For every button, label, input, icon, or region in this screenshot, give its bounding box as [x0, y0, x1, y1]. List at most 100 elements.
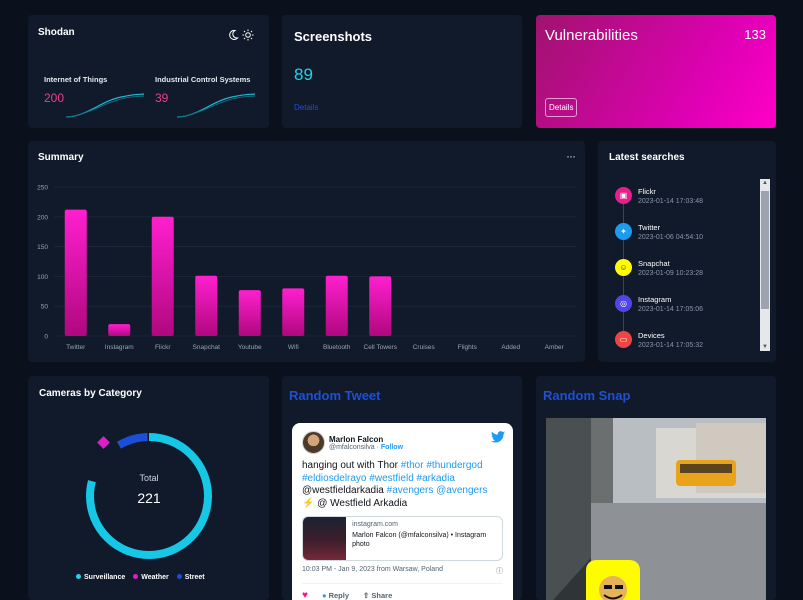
random-snap-card: Random Snap [536, 376, 776, 600]
reply-icon: ● [321, 591, 327, 600]
cameras-card: Cameras by Category Total 221 Surveillan… [28, 376, 269, 600]
instagram-icon: ◎ [615, 295, 632, 312]
metric-ics: Industrial Control Systems 39 [155, 75, 260, 118]
bar-snapchat[interactable] [195, 275, 218, 336]
metric-iot: Internet of Things 200 [44, 75, 149, 118]
metric-value: 39 [155, 91, 169, 105]
search-name: Instagram [638, 295, 672, 304]
cameras-legend: Surveillance Weather Street [76, 574, 205, 581]
link-title: Marlon Falcon (@mfalconsilva) • Instagra… [352, 532, 487, 548]
sun-icon[interactable] [242, 29, 254, 41]
vulnerabilities-details-button[interactable]: Details [545, 98, 578, 117]
cameras-donut: Total 221 [86, 433, 212, 559]
image-icon: ▣ [615, 187, 632, 204]
search-date: 2023-01-06 04:54:10 [638, 234, 703, 241]
metric-value: 200 [44, 91, 65, 105]
share-icon: ⇧ [363, 591, 370, 600]
vulnerabilities-card: Vulnerabilities 133 Details [536, 15, 776, 128]
tweet-embed[interactable]: Marlon Falcon @mfalconsilva · Follow han… [292, 423, 513, 600]
shodan-title: Shodan [38, 27, 75, 38]
screenshots-card: Screenshots 89 Details [282, 15, 522, 128]
link-domain: instagram.com [352, 521, 399, 528]
x-tick-label: Youtube [238, 344, 262, 351]
search-date: 2023-01-14 17:03:48 [638, 198, 703, 205]
link-preview-image [303, 517, 347, 560]
bar-flickr[interactable] [151, 216, 174, 336]
scroll-down-icon[interactable]: ▼ [762, 344, 768, 350]
follow-link[interactable]: Follow [380, 443, 404, 451]
snapcode-icon [586, 560, 640, 600]
x-tick-label: Flights [458, 344, 478, 351]
random-snap-title: Random Snap [543, 388, 631, 403]
reply-button[interactable]: ● Reply [321, 591, 349, 600]
device-icon: ▭ [615, 331, 632, 348]
bar-bluetooth[interactable] [325, 275, 348, 336]
scrollbar-thumb[interactable] [761, 191, 769, 309]
bar-cell-towers[interactable] [369, 276, 392, 336]
search-date: 2023-01-09 10:23:28 [638, 270, 703, 277]
metric-label: Industrial Control Systems [155, 75, 251, 84]
y-tick-label: 150 [37, 244, 48, 251]
sparkline [177, 93, 255, 118]
bar-instagram[interactable] [108, 324, 131, 336]
twitter-bird-icon[interactable] [491, 431, 505, 443]
total-label: Total [139, 473, 158, 483]
y-tick-label: 200 [37, 214, 48, 221]
donut-weather [97, 436, 110, 449]
link-preview[interactable]: instagram.com Marlon Falcon (@mfalconsil… [302, 516, 503, 561]
theme-toggle[interactable] [227, 29, 254, 41]
screenshots-details-link[interactable]: Details [294, 103, 319, 112]
search-item-twitter[interactable]: ✦ Twitter 2023-01-06 04:54:10 [615, 223, 703, 241]
x-tick-label: Added [501, 344, 520, 351]
hashtag[interactable]: #avengers [386, 485, 434, 496]
tweet-timestamp[interactable]: 10:03 PM - Jan 9, 2023 from Warsaw, Pola… [302, 566, 443, 573]
tweet-handle[interactable]: @mfalconsilva [329, 443, 375, 451]
latest-searches-title: Latest searches [609, 152, 685, 163]
more-options-icon[interactable]: ··· [566, 149, 576, 163]
random-tweet-title: Random Tweet [289, 388, 381, 403]
search-item-instagram[interactable]: ◎ Instagram 2023-01-14 17:05:06 [615, 295, 703, 313]
info-icon[interactable]: ⓘ [496, 568, 503, 575]
latest-searches-card: Latest searches ▣ Flickr 2023-01-14 17:03… [598, 141, 776, 362]
x-tick-label: Cell Towers [364, 344, 398, 351]
tweet-text: hanging out with Thor #thor #thundergod … [302, 460, 488, 509]
screenshots-count: 89 [294, 65, 313, 84]
cameras-title: Cameras by Category [39, 388, 142, 399]
scroll-up-icon[interactable]: ▲ [762, 180, 768, 186]
legend-weather[interactable]: Weather [133, 574, 169, 581]
vulnerabilities-title: Vulnerabilities [545, 27, 638, 44]
search-item-flickr[interactable]: ▣ Flickr 2023-01-14 17:03:48 [615, 187, 703, 205]
x-tick-label: Flickr [155, 344, 171, 351]
avatar[interactable] [302, 431, 325, 454]
snap-image[interactable] [546, 418, 766, 600]
search-date: 2023-01-14 17:05:06 [638, 306, 703, 313]
mention[interactable]: @avengers [436, 485, 488, 496]
bar-wifi[interactable] [282, 288, 305, 336]
x-tick-label: Instagram [105, 344, 134, 351]
x-tick-label: Wifi [288, 344, 299, 351]
legend-street[interactable]: Street [176, 574, 205, 581]
search-item-devices[interactable]: ▭ Devices 2023-01-14 17:05:32 [615, 331, 703, 349]
sparkline [66, 93, 144, 118]
legend-surveillance[interactable]: Surveillance [76, 574, 125, 581]
donut-surveillance [86, 433, 212, 559]
hashtag[interactable]: #westfield [369, 472, 414, 484]
bar-twitter[interactable] [64, 209, 87, 336]
search-item-snapchat[interactable]: ☺ Snapchat 2023-01-09 10:23:28 [615, 259, 703, 277]
like-icon[interactable]: ♥ [302, 590, 308, 600]
moon-icon[interactable] [227, 29, 239, 41]
share-button[interactable]: ⇧ Share [363, 591, 393, 600]
bar-youtube[interactable] [238, 290, 261, 336]
search-date: 2023-01-14 17:05:32 [638, 342, 703, 349]
hashtag[interactable]: #thor [400, 460, 424, 471]
hashtag[interactable]: #arkadia [416, 472, 455, 484]
summary-chart: 0 50 100 150 200 250 Twitter Instagram Flickr Sna… [37, 185, 576, 351]
hashtag[interactable]: #thundergod [426, 460, 483, 471]
search-name: Devices [638, 331, 665, 340]
shodan-card: Shodan Internet of Things 200 Industrial… [28, 15, 269, 128]
tweet-author[interactable]: Marlon Falcon [329, 434, 384, 444]
random-tweet-card: Random Tweet Marlon Falcon @mfalconsilva… [282, 376, 522, 600]
timeline-scrollbar[interactable]: ▲ ▼ [760, 179, 770, 351]
x-tick-label: Twitter [66, 344, 86, 351]
hashtag[interactable]: #eldiosdelrayo [302, 472, 367, 484]
